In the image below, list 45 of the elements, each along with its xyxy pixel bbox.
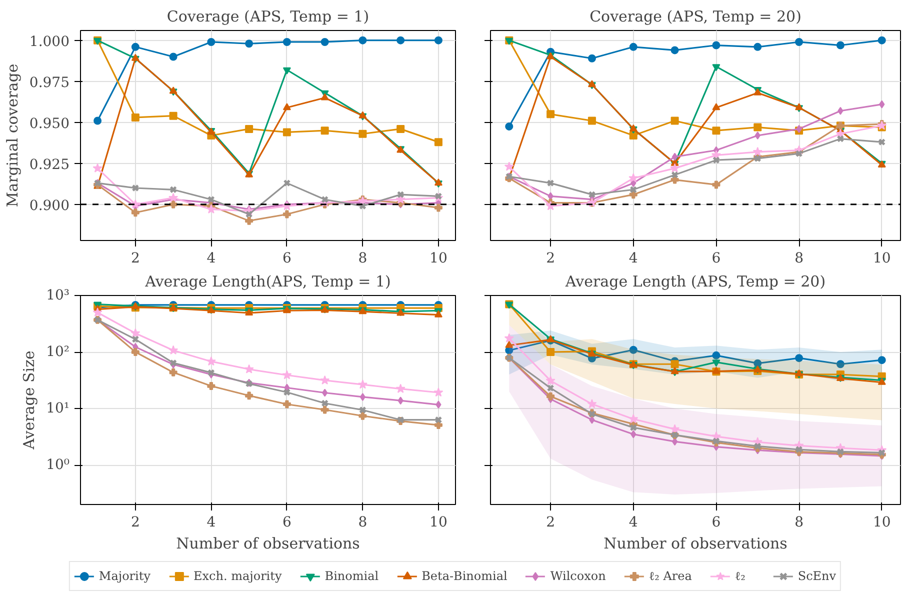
x-tick-label: 6 bbox=[282, 514, 292, 530]
chart-title: Coverage (APS, Temp = 1) bbox=[166, 8, 370, 26]
x-tick-label: 6 bbox=[712, 514, 721, 530]
legend-label: Wilcoxon bbox=[550, 569, 606, 583]
legend-label: ℓ₂ bbox=[734, 568, 746, 584]
x-tick-label: 6 bbox=[712, 250, 721, 266]
y-axis-title: Marginal coverage bbox=[3, 64, 22, 208]
x-tick-label: 2 bbox=[546, 514, 556, 530]
y-tick-label: 10⁰ bbox=[46, 457, 70, 474]
chart-title: Coverage (APS, Temp = 20) bbox=[590, 8, 802, 26]
x-axis-title: Number of observations bbox=[604, 534, 788, 552]
x-tick-label: 2 bbox=[546, 250, 556, 266]
x-tick-label: 10 bbox=[430, 514, 448, 530]
x-tick-label: 4 bbox=[628, 250, 638, 266]
legend-label: Binomial bbox=[324, 569, 379, 583]
y-tick-label: 0.925 bbox=[29, 156, 70, 173]
y-tick-label: 1.000 bbox=[29, 34, 70, 50]
y-tick-label: 10² bbox=[46, 344, 70, 360]
x-tick-label: 6 bbox=[282, 250, 292, 266]
legend-label: Beta-Binomial bbox=[422, 569, 508, 583]
legend-label: Majority bbox=[98, 569, 150, 583]
y-tick-label: 0.900 bbox=[29, 198, 70, 214]
y-tick-label: 10³ bbox=[46, 288, 70, 304]
x-tick-label: 8 bbox=[794, 250, 804, 266]
x-tick-label: 10 bbox=[430, 250, 448, 266]
x-axis-title: Number of observations bbox=[176, 534, 360, 552]
y-axis-title: Average Size bbox=[20, 350, 38, 450]
x-tick-label: 4 bbox=[206, 250, 216, 266]
x-tick-label: 10 bbox=[872, 514, 891, 530]
x-tick-label: 8 bbox=[358, 514, 368, 530]
x-tick-label: 2 bbox=[130, 250, 140, 266]
x-tick-label: 4 bbox=[628, 514, 638, 530]
chart-title: Average Length (APS, Temp = 20) bbox=[564, 272, 826, 290]
y-tick-label: 10¹ bbox=[46, 400, 70, 417]
y-tick-label: 0.975 bbox=[29, 74, 70, 91]
x-tick-label: 2 bbox=[130, 514, 140, 530]
x-tick-label: 4 bbox=[206, 514, 216, 530]
chart-title: Average Length(APS, Temp = 1) bbox=[144, 272, 391, 290]
legend-label: Exch. majority bbox=[193, 569, 282, 583]
legend-label: ScEnv bbox=[798, 569, 836, 583]
x-tick-label: 10 bbox=[872, 250, 891, 266]
x-tick-label: 8 bbox=[794, 514, 804, 530]
y-tick-label: 0.950 bbox=[29, 116, 70, 132]
legend-label: ℓ₂ Area bbox=[648, 568, 692, 584]
x-tick-label: 8 bbox=[358, 250, 368, 266]
